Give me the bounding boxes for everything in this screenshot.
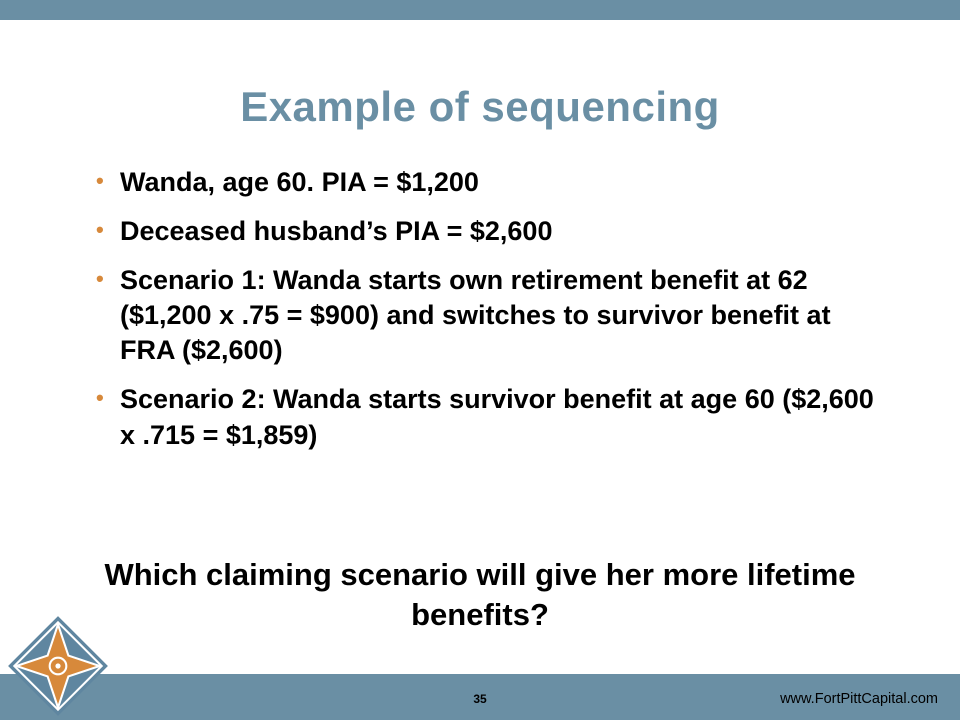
slide-body: Wanda, age 60. PIA = $1,200 Deceased hus… xyxy=(90,165,880,467)
bullet-list: Wanda, age 60. PIA = $1,200 Deceased hus… xyxy=(90,165,880,453)
slide-title: Example of sequencing xyxy=(0,83,960,131)
bullet-item: Scenario 1: Wanda starts own retirement … xyxy=(90,263,880,368)
footer-url: www.FortPittCapital.com xyxy=(780,691,938,707)
logo-center-dot xyxy=(55,663,60,668)
bullet-item: Deceased husband’s PIA = $2,600 xyxy=(90,214,880,249)
question-text: Which claiming scenario will give her mo… xyxy=(70,555,890,636)
bullet-item: Wanda, age 60. PIA = $1,200 xyxy=(90,165,880,200)
top-bar xyxy=(0,0,960,20)
slide: Example of sequencing Wanda, age 60. PIA… xyxy=(0,0,960,720)
bullet-item: Scenario 2: Wanda starts survivor benefi… xyxy=(90,382,880,452)
